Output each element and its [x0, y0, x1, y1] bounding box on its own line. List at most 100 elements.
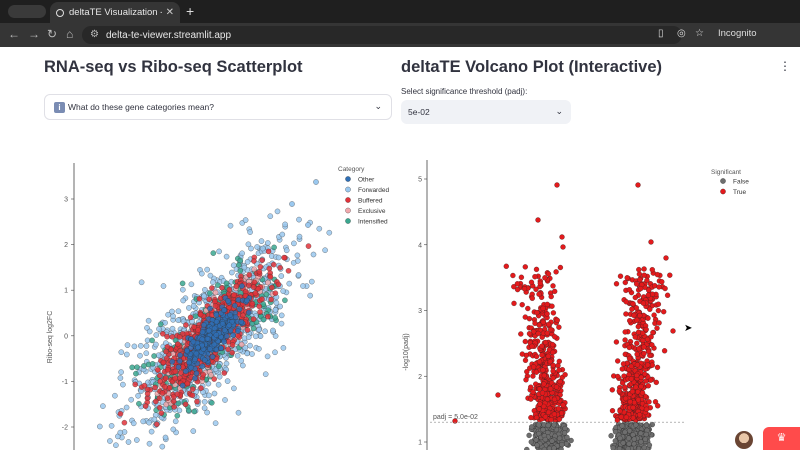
volcano-point-true	[667, 272, 673, 278]
categories-expander[interactable]: i What do these gene categories mean? ⌄	[44, 94, 392, 120]
scatter-point-forwarded	[229, 269, 235, 276]
volcano-point-false	[546, 445, 553, 450]
scatter-point-other	[169, 358, 176, 365]
page-icon[interactable]: ▯	[658, 28, 664, 39]
back-icon[interactable]: ←	[8, 27, 20, 41]
forward-icon[interactable]: →	[28, 27, 40, 41]
volcano-point-false	[528, 439, 534, 445]
volcano-point-false	[612, 429, 619, 435]
scatter-point-intensified	[175, 400, 182, 407]
reload-icon[interactable]: ↻	[47, 27, 58, 41]
volcano-point-true	[533, 286, 539, 292]
threshold-select[interactable]: 5e-02 ⌄	[401, 100, 571, 124]
scatter-point-buffered	[174, 391, 181, 397]
browser-tab-strip: deltaTE Visualization - Stream ✕ +	[0, 0, 800, 23]
new-tab-icon[interactable]: +	[186, 3, 195, 19]
scatter-y-tick: -1	[62, 379, 68, 386]
volcano-point-true	[615, 358, 621, 364]
scatter-point-buffered	[117, 411, 124, 417]
scatter-point-forwarded	[242, 345, 249, 351]
volcano-point-true	[664, 292, 671, 298]
volcano-point-true	[646, 287, 652, 293]
volcano-point-true	[550, 368, 556, 374]
address-bar[interactable]: ⚙ delta-te-viewer.streamlit.app	[82, 26, 682, 44]
bookmark-star-icon[interactable]: ☆	[695, 28, 704, 39]
volcano-point-true	[645, 383, 651, 389]
close-tab-icon[interactable]: ✕	[165, 7, 174, 18]
scatter-legend-swatch	[345, 218, 351, 224]
scatter-point-other	[213, 312, 220, 318]
volcano-point-true	[553, 269, 559, 275]
scatter-plot[interactable]: Ribo-seq log2FC 3 2 1 0 -1 -2 Category Other F…	[0, 47, 400, 450]
volcano-point-true	[645, 292, 651, 298]
volcano-point-false	[542, 436, 548, 443]
home-icon[interactable]: ⌂	[66, 27, 74, 41]
scatter-point-buffered	[172, 368, 179, 375]
scatter-point-buffered	[191, 324, 197, 330]
volcano-point-true	[540, 319, 546, 325]
volcano-point-true	[536, 386, 543, 392]
scatter-point-forwarded	[97, 423, 103, 430]
scatter-legend-label[interactable]: Exclusive	[358, 208, 386, 215]
scatter-point-buffered	[212, 303, 219, 309]
scatter-point-forwarded	[199, 270, 205, 277]
scatter-point-forwarded	[170, 313, 176, 319]
scatter-point-forwarded	[296, 216, 302, 223]
scatter-point-buffered	[268, 296, 274, 303]
eye-off-icon[interactable]: ◎	[677, 28, 686, 39]
scatter-point-other	[195, 344, 201, 351]
scatter-point-intensified	[185, 407, 192, 414]
streamlit-crown-icon[interactable]: ♛	[763, 427, 800, 450]
volcano-legend-label[interactable]: True	[733, 189, 747, 196]
scatter-point-buffered	[194, 398, 200, 405]
kebab-menu-icon[interactable]: ⋮	[779, 59, 791, 73]
volcano-point-true	[623, 299, 629, 305]
scatter-point-buffered	[144, 391, 151, 397]
volcano-point-true	[526, 316, 533, 322]
scatter-point-buffered	[184, 380, 191, 387]
threshold-line-label: padj = 5.0e-02	[433, 414, 478, 421]
volcano-point-false	[534, 442, 540, 448]
scatter-point-forwarded	[230, 262, 237, 269]
volcano-plot[interactable]: -log10(padj) 5 4 3 2 1 padj = 5.0e-02 Signif…	[400, 47, 800, 450]
scatter-point-forwarded	[143, 343, 150, 349]
scatter-point-forwarded	[212, 420, 219, 426]
volcano-point-true	[452, 418, 458, 424]
volcano-point-true	[619, 366, 625, 372]
volcano-point-true	[656, 320, 662, 326]
scatter-point-buffered	[182, 401, 189, 408]
scatter-legend-label[interactable]: Forwarded	[358, 187, 389, 194]
scatter-point-intensified	[282, 297, 288, 304]
volcano-point-false	[643, 422, 650, 428]
site-info-icon[interactable]: ⚙	[90, 29, 99, 40]
scatter-point-buffered	[157, 378, 163, 385]
scatter-point-forwarded	[169, 308, 175, 315]
scatter-point-other	[211, 341, 218, 348]
scatter-point-buffered	[200, 371, 206, 378]
scatter-point-buffered	[121, 419, 128, 426]
scatter-point-buffered	[240, 312, 246, 319]
volcano-point-true	[511, 300, 517, 307]
threshold-label: Select significance threshold (padj):	[401, 87, 528, 96]
tab-title: deltaTE Visualization - Stream	[69, 7, 162, 18]
volcano-point-true	[529, 295, 535, 301]
volcano-point-false	[643, 431, 649, 438]
scatter-point-buffered	[229, 342, 236, 348]
scatter-legend-label[interactable]: Buffered	[358, 197, 383, 204]
volcano-point-false	[540, 426, 546, 433]
incognito-label[interactable]: Incognito	[718, 28, 757, 39]
scatter-point-forwarded	[256, 326, 262, 333]
tab-search-pill[interactable]	[8, 5, 46, 18]
browser-tab[interactable]: deltaTE Visualization - Stream ✕	[50, 2, 180, 23]
scatter-point-forwarded	[188, 281, 195, 288]
scatter-legend-label[interactable]: Intensified	[358, 218, 388, 225]
scatter-point-intensified	[191, 408, 198, 415]
volcano-point-true	[544, 301, 550, 308]
volcano-legend-label[interactable]: False	[733, 178, 749, 185]
scatter-point-intensified	[129, 364, 135, 371]
volcano-point-true	[541, 403, 547, 410]
scatter-point-forwarded	[138, 279, 145, 286]
user-avatar[interactable]	[735, 431, 753, 449]
scatter-legend-label[interactable]: Other	[358, 176, 375, 183]
streamlit-page: RNA-seq vs Ribo-seq Scatterplot deltaTE …	[0, 47, 800, 450]
